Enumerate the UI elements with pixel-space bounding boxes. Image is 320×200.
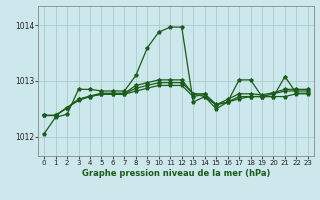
X-axis label: Graphe pression niveau de la mer (hPa): Graphe pression niveau de la mer (hPa): [82, 169, 270, 178]
